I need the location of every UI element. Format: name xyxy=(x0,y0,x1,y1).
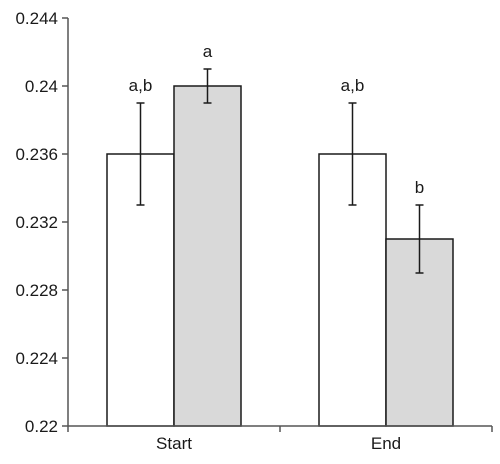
significance-labels: a,b a a,b b xyxy=(129,42,425,197)
bar xyxy=(173,85,242,427)
y-tick-label: 0.244 xyxy=(15,9,58,28)
x-category-label: End xyxy=(371,434,401,453)
y-ticks: 0.22 0.224 0.228 0.232 0.236 0.24 0.244 xyxy=(15,9,68,436)
significance-label: a,b xyxy=(341,76,365,95)
y-tick-label: 0.228 xyxy=(15,281,58,300)
error-bars xyxy=(136,68,424,274)
y-tick-label: 0.22 xyxy=(25,417,58,436)
y-tick-label: 0.236 xyxy=(15,145,58,164)
significance-label: a,b xyxy=(129,76,153,95)
significance-label: a xyxy=(203,42,213,61)
y-tick-label: 0.232 xyxy=(15,213,58,232)
x-category-label: Start xyxy=(156,434,192,453)
significance-label: b xyxy=(415,178,424,197)
y-tick-label: 0.24 xyxy=(25,77,58,96)
bars xyxy=(106,85,454,427)
y-tick-label: 0.224 xyxy=(15,349,58,368)
x-ticks: Start End xyxy=(67,426,493,453)
